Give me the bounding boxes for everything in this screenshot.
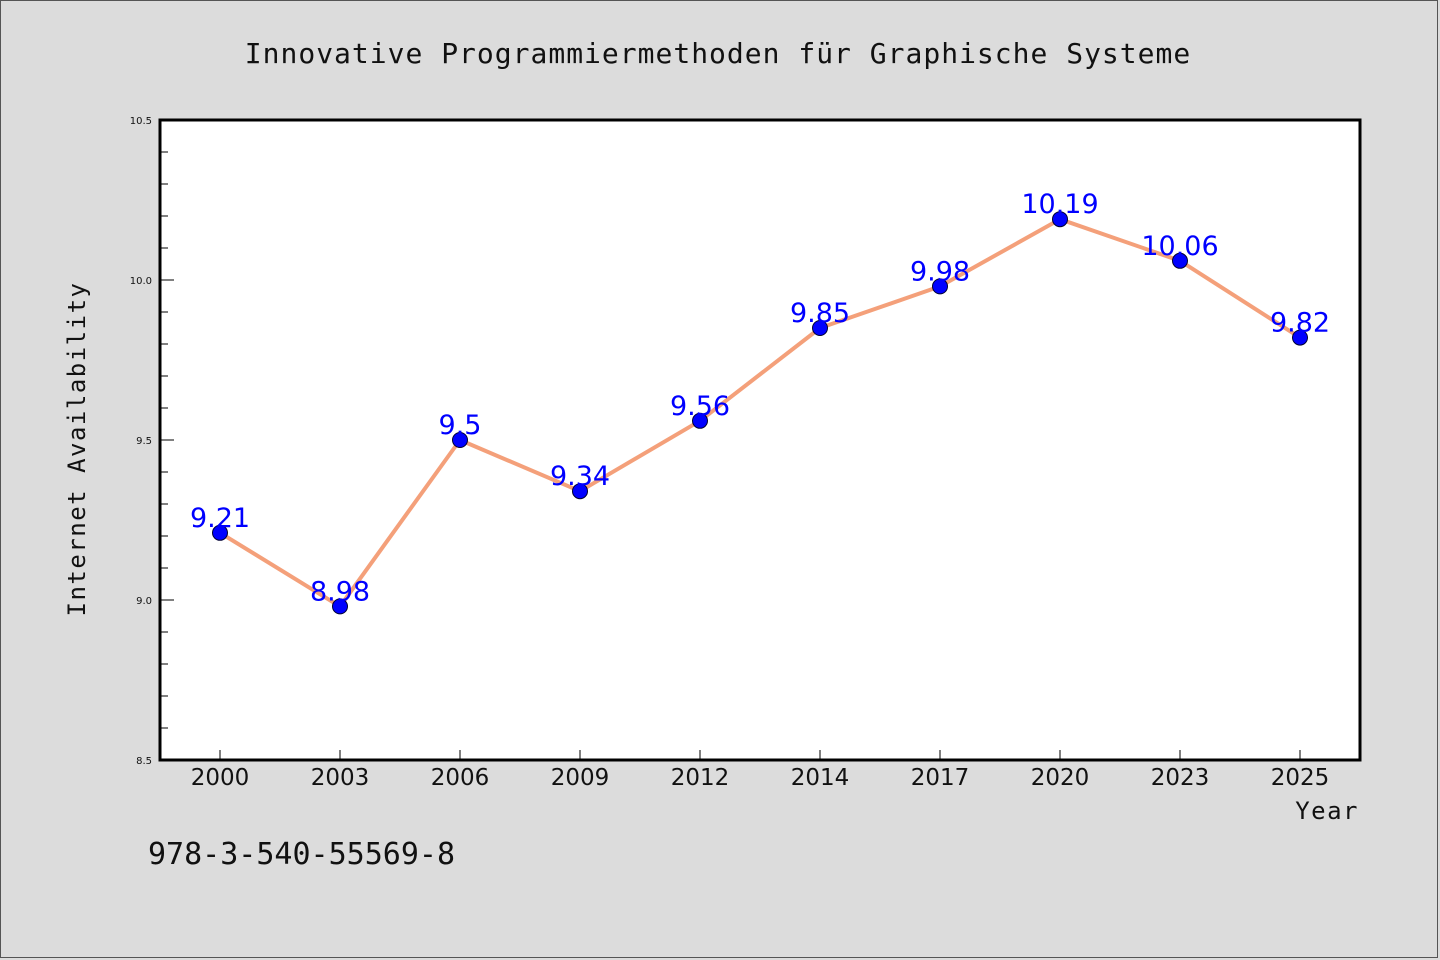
series-line (218, 217, 1302, 609)
x-tick-label: 2017 (911, 765, 970, 791)
x-axis-label: Year (1295, 797, 1359, 825)
data-point (332, 598, 348, 615)
data-label: 10.06 (1141, 231, 1218, 262)
y-tick-label: 8.5 (136, 756, 152, 767)
series-layer: 9.21 8.98 9.5 9.34 9.56 9.85 9.98 10.19 10.06 9.8… (190, 189, 1330, 615)
x-tick-label: 2009 (551, 765, 610, 791)
data-label: 9.82 (1270, 308, 1330, 339)
x-tick-label: 2006 (431, 765, 490, 791)
y-tick-label: 9.0 (136, 596, 152, 607)
x-tick-label: 2000 (191, 765, 250, 791)
x-tick-label: 2014 (791, 765, 850, 791)
y-tick-label: 10.0 (130, 276, 152, 287)
y-tick-label: 10.5 (130, 116, 152, 127)
y-tick-label: 9.5 (136, 436, 152, 447)
data-label: 9.56 (670, 391, 730, 422)
data-label: 9.85 (790, 298, 850, 329)
data-label: 9.21 (190, 503, 250, 534)
y-axis-label: Internet Availability (63, 282, 91, 617)
plot-area (158, 118, 1362, 762)
x-tick-label: 2003 (311, 765, 370, 791)
data-point (692, 412, 708, 429)
data-label: 8.98 (310, 576, 370, 607)
data-label: 9.34 (550, 461, 610, 492)
data-point (572, 483, 588, 500)
x-tick-label: 2012 (671, 765, 730, 791)
data-label: 10.19 (1021, 189, 1098, 220)
x-tick-label: 2023 (1151, 765, 1210, 791)
y-axis: 8.5 9.0 9.5 10.0 10.5 (130, 116, 174, 767)
data-point (452, 432, 468, 448)
x-tick-label: 2020 (1031, 765, 1090, 791)
data-point (1052, 211, 1068, 228)
data-point (932, 278, 948, 295)
data-point (1292, 329, 1308, 346)
data-label: 9.5 (439, 410, 482, 441)
data-label: 9.98 (910, 256, 970, 287)
x-axis: 2000 2003 2006 2009 2012 2014 2017 2020 2023 2025 (191, 750, 1330, 791)
footer-isbn: 978-3-540-55569-8 (148, 837, 455, 872)
chart-title: Innovative Programmiermethoden für Graph… (245, 37, 1191, 70)
x-tick-label: 2025 (1271, 765, 1330, 791)
data-point (212, 524, 228, 541)
data-point (812, 320, 828, 336)
data-point (1172, 252, 1188, 269)
